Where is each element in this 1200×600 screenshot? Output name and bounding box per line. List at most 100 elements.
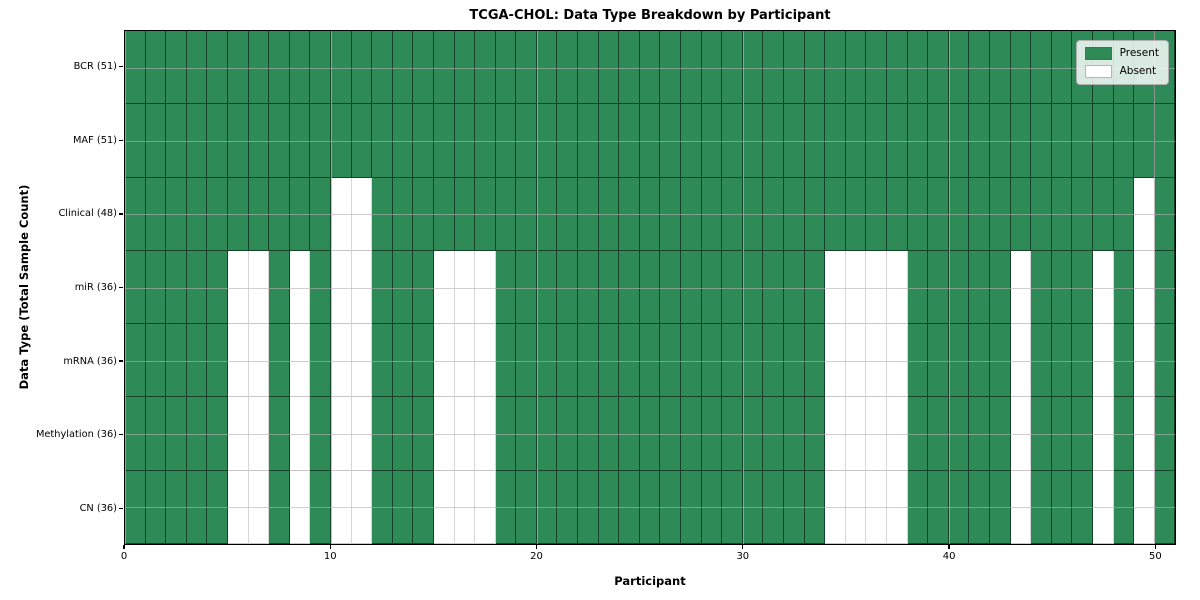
y-tick-mark (119, 213, 123, 215)
heatmap-cell (701, 470, 723, 544)
heatmap-cell (495, 324, 517, 398)
y-tick-label: CN (36) (79, 502, 117, 514)
heatmap-cell (701, 104, 723, 178)
heatmap-cell (701, 397, 723, 471)
heatmap-cell (1031, 397, 1052, 471)
heatmap-cell (1154, 177, 1176, 251)
heatmap-cell (166, 470, 187, 544)
heatmap-cell (186, 324, 208, 398)
heatmap-cell (742, 250, 764, 325)
heatmap-cell (289, 324, 311, 398)
heatmap-cell (227, 250, 249, 325)
heatmap-cell (1010, 250, 1032, 325)
x-tick-label: 40 (942, 551, 956, 562)
heatmap-cell (475, 250, 496, 325)
heatmap-cell (248, 397, 270, 471)
heatmap-cell (681, 104, 702, 178)
heatmap-cell (825, 177, 846, 251)
heatmap-cell (639, 324, 661, 398)
x-tick-mark (742, 545, 744, 549)
heatmap-cell (639, 104, 661, 178)
heatmap-cell (186, 31, 208, 105)
heatmap-cell (310, 250, 331, 325)
heatmap-cell (989, 397, 1011, 471)
x-tick-mark (123, 545, 125, 549)
heatmap-cell (536, 250, 558, 325)
heatmap-cell (1113, 324, 1135, 398)
heatmap-row (125, 470, 1176, 544)
heatmap-cell (433, 397, 455, 471)
heatmap-cell (681, 397, 702, 471)
heatmap-cell (1072, 104, 1093, 178)
heatmap-cell (495, 397, 517, 471)
heatmap-cell (660, 177, 682, 251)
heatmap-cell (516, 397, 537, 471)
heatmap-cell (866, 250, 887, 325)
heatmap-cell (784, 31, 805, 105)
x-tick-label: 10 (323, 551, 337, 562)
heatmap-cell (1031, 104, 1052, 178)
heatmap-cell (660, 104, 682, 178)
heatmap-cell (1154, 470, 1176, 544)
heatmap-cell (351, 104, 373, 178)
heatmap-cell (763, 104, 784, 178)
heatmap-cell (825, 31, 846, 105)
heatmap-cell (454, 31, 476, 105)
heatmap-cell (186, 250, 208, 325)
heatmap-cell (907, 31, 929, 105)
heatmap-cell (845, 397, 867, 471)
heatmap-cell (619, 177, 640, 251)
heatmap-cell (825, 104, 846, 178)
heatmap-cell (516, 177, 537, 251)
heatmap-cell (948, 31, 970, 105)
heatmap-cell (413, 250, 434, 325)
heatmap-cell (948, 250, 970, 325)
heatmap-cell (969, 397, 990, 471)
heatmap-cell (1134, 397, 1155, 471)
y-tick-mark (119, 360, 123, 362)
heatmap-cell (886, 31, 908, 105)
heatmap-cell (681, 31, 702, 105)
heatmap-cell (433, 31, 455, 105)
heatmap-cell (536, 177, 558, 251)
heatmap-cell (269, 397, 290, 471)
heatmap-cell (578, 177, 599, 251)
heatmap-cell (845, 31, 867, 105)
heatmap-cell (989, 31, 1011, 105)
heatmap-cell (454, 324, 476, 398)
heatmap-cell (207, 397, 228, 471)
heatmap-cell (310, 104, 331, 178)
heatmap-cell (763, 250, 784, 325)
heatmap-cell (145, 397, 167, 471)
heatmap-cell (722, 177, 743, 251)
heatmap-cell (536, 397, 558, 471)
legend-label-present: Present (1119, 47, 1159, 59)
heatmap-cell (145, 470, 167, 544)
heatmap-cell (742, 324, 764, 398)
heatmap-cell (125, 397, 146, 471)
heatmap-cell (1092, 250, 1114, 325)
y-tick-mark (119, 434, 123, 436)
heatmap-cell (310, 31, 331, 105)
heatmap-cell (660, 324, 682, 398)
heatmap-cell (681, 324, 702, 398)
heatmap-cell (269, 31, 290, 105)
heatmap-cell (330, 324, 352, 398)
heatmap-cell (804, 104, 826, 178)
heatmap-row (125, 177, 1176, 251)
heatmap-cell (516, 31, 537, 105)
heatmap-cell (372, 177, 393, 251)
heatmap-cell (310, 397, 331, 471)
x-tick-mark (948, 545, 950, 549)
heatmap-cell (372, 104, 393, 178)
heatmap-cell (1072, 324, 1093, 398)
legend: Present Absent (1075, 40, 1169, 85)
heatmap-cell (330, 470, 352, 544)
heatmap-cell (1134, 324, 1155, 398)
heatmap-cell (536, 104, 558, 178)
heatmap-cell (825, 397, 846, 471)
heatmap-cell (578, 324, 599, 398)
heatmap-cell (516, 104, 537, 178)
heatmap-cell (1092, 177, 1114, 251)
heatmap-cell (1134, 177, 1155, 251)
